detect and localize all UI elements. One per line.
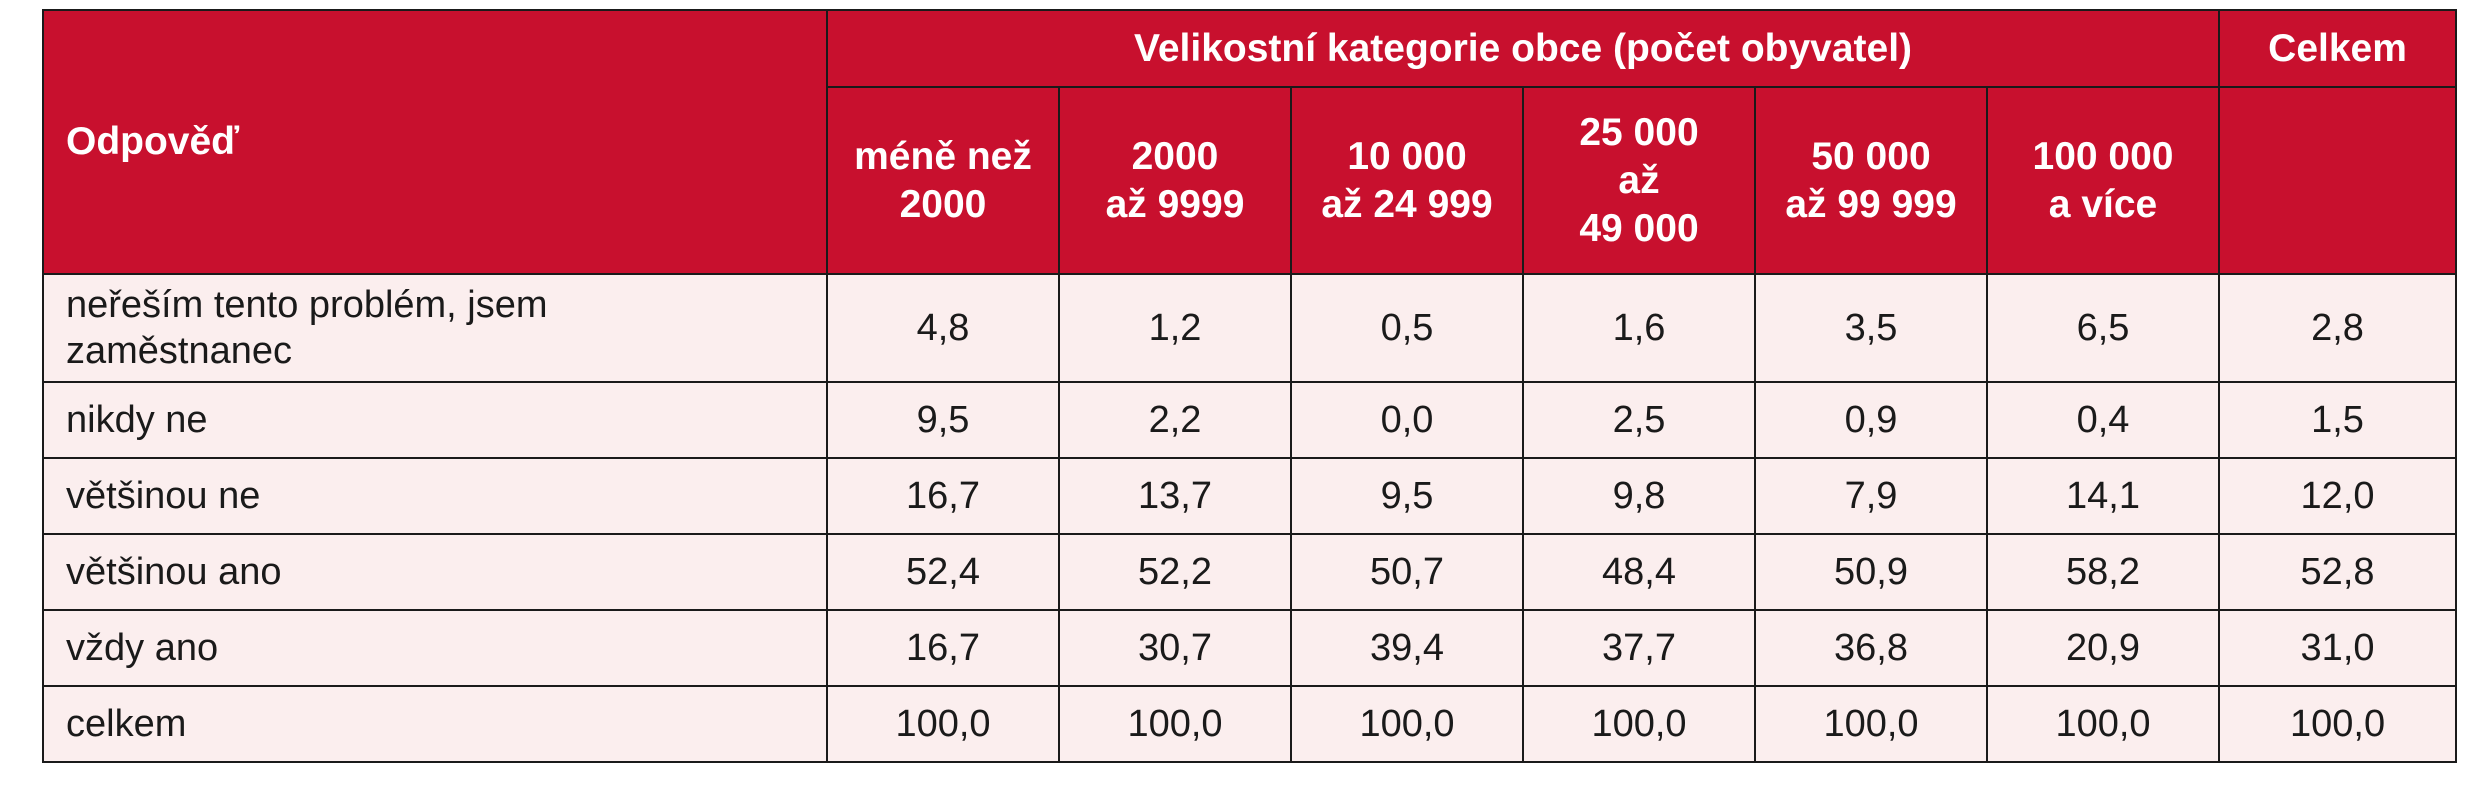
table-cell: 100,0: [1985, 685, 2221, 763]
row-label: většinou ne: [42, 457, 828, 535]
table-cell: 9,5: [1290, 457, 1524, 535]
table-row: většinou ne 16,7 13,7 9,5 9,8 7,9 14,1 12,0: [42, 457, 2458, 535]
table-cell: 16,7: [826, 457, 1060, 535]
table-cell: 58,2: [1985, 533, 2221, 611]
table-row: většinou ano 52,4 52,2 50,7 48,4 50,9 58,2 52,8: [42, 533, 2458, 611]
table-cell: 0,0: [1290, 381, 1524, 459]
table-cell: 1,6: [1522, 273, 1756, 383]
row-label: nikdy ne: [42, 381, 828, 459]
data-table: Odpověď Velikostní kategorie obce (počet…: [42, 9, 2458, 763]
table-cell: 39,4: [1290, 609, 1524, 687]
table-cell: 0,5: [1290, 273, 1524, 383]
table-cell: 12,0: [2218, 457, 2458, 535]
table-cell: 30,7: [1058, 609, 1292, 687]
table-cell: 52,4: [826, 533, 1060, 611]
table-cell: 100,0: [2218, 685, 2458, 763]
table-cell: 1,2: [1058, 273, 1292, 383]
table-cell: 48,4: [1522, 533, 1756, 611]
table-cell: 52,2: [1058, 533, 1292, 611]
table-cell: 3,5: [1754, 273, 1988, 383]
row-label: celkem: [42, 685, 828, 763]
table-cell: 9,5: [826, 381, 1060, 459]
header-col-6: 100 000 a více: [1985, 86, 2221, 275]
table-cell: 2,2: [1058, 381, 1292, 459]
table-cell: 50,9: [1754, 533, 1988, 611]
header-col-5: 50 000 až 99 999: [1754, 86, 1988, 275]
header-col-4: 25 000 až 49 000: [1522, 86, 1756, 275]
table-cell: 0,4: [1985, 381, 2221, 459]
table-cell: 50,7: [1290, 533, 1524, 611]
table-cell: 0,9: [1754, 381, 1988, 459]
table-cell: 4,8: [826, 273, 1060, 383]
table-header: Odpověď Velikostní kategorie obce (počet…: [42, 9, 2458, 275]
table-cell: 100,0: [1290, 685, 1524, 763]
table-cell: 9,8: [1522, 457, 1756, 535]
table-body: neřeším tento problém, jsem zaměstnanec 4,…: [42, 273, 2458, 763]
table-row: neřeším tento problém, jsem zaměstnanec 4,…: [42, 273, 2458, 383]
table-cell: 13,7: [1058, 457, 1292, 535]
header-total-empty: [2218, 86, 2458, 275]
table-cell: 100,0: [826, 685, 1060, 763]
table-cell: 36,8: [1754, 609, 1988, 687]
row-label: vždy ano: [42, 609, 828, 687]
header-col-1: méně než 2000: [826, 86, 1060, 275]
table-row: celkem 100,0 100,0 100,0 100,0 100,0 100,0 100,…: [42, 685, 2458, 763]
table-cell: 100,0: [1754, 685, 1988, 763]
table-cell: 31,0: [2218, 609, 2458, 687]
table-cell: 14,1: [1985, 457, 2221, 535]
table-cell: 52,8: [2218, 533, 2458, 611]
table-cell: 100,0: [1058, 685, 1292, 763]
header-group: Velikostní kategorie obce (počet obyvate…: [825, 9, 2221, 88]
table-cell: 2,5: [1522, 381, 1756, 459]
header-total: Celkem: [2218, 9, 2458, 88]
header-row-group: Odpověď Velikostní kategorie obce (počet…: [42, 9, 2458, 275]
row-label: většinou ano: [42, 533, 828, 611]
row-label: neřeším tento problém, jsem zaměstnanec: [42, 273, 828, 383]
table-cell: 16,7: [826, 609, 1060, 687]
header-col-3: 10 000 až 24 999: [1290, 86, 1524, 275]
table-cell: 6,5: [1985, 273, 2221, 383]
table-cell: 1,5: [2218, 381, 2458, 459]
table-cell: 2,8: [2218, 273, 2458, 383]
table-row: nikdy ne 9,5 2,2 0,0 2,5 0,9 0,4 1,5: [42, 381, 2458, 459]
table-cell: 7,9: [1754, 457, 1988, 535]
table-row: vždy ano 16,7 30,7 39,4 37,7 36,8 20,9 31,0: [42, 609, 2458, 687]
table-cell: 20,9: [1985, 609, 2221, 687]
table-cell: 37,7: [1522, 609, 1756, 687]
header-col-2: 2000 až 9999: [1058, 86, 1292, 275]
header-row-columns: méně než 2000 2000 až 9999 10 000 až 24 999…: [43, 86, 2458, 275]
table-cell: 100,0: [1522, 685, 1756, 763]
header-answer: Odpověď: [42, 9, 828, 275]
